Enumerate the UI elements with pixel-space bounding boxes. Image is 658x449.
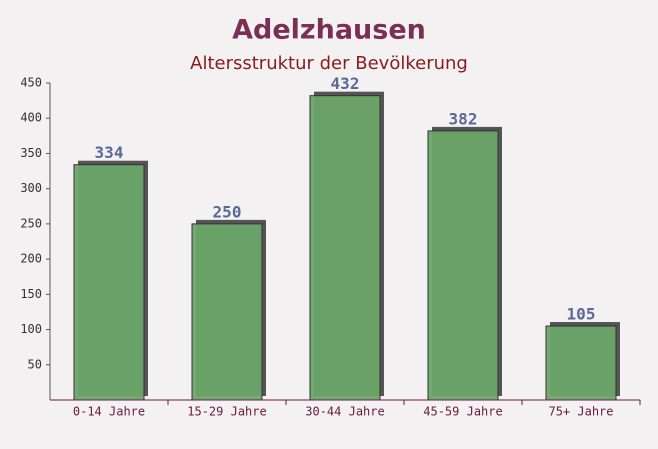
y-tick-label: 250 bbox=[20, 216, 42, 230]
y-tick-label: 150 bbox=[20, 287, 42, 301]
x-tick-label: 0-14 Jahre bbox=[73, 405, 145, 419]
x-tick-label: 15-29 Jahre bbox=[187, 405, 266, 419]
y-tick-label: 200 bbox=[20, 252, 42, 266]
y-tick-label: 400 bbox=[20, 111, 42, 125]
x-tick-label: 75+ Jahre bbox=[548, 405, 613, 419]
value-label: 250 bbox=[213, 202, 242, 221]
chart-subtitle: Altersstruktur der Bevölkerung bbox=[190, 53, 468, 74]
y-tick-label: 350 bbox=[20, 146, 42, 160]
value-label: 105 bbox=[567, 305, 596, 324]
bar bbox=[545, 325, 617, 401]
value-label: 432 bbox=[331, 74, 360, 93]
x-tick-label: 45-59 Jahre bbox=[423, 405, 502, 419]
bar bbox=[309, 95, 381, 401]
y-tick-label: 300 bbox=[20, 181, 42, 195]
value-label: 382 bbox=[449, 109, 478, 128]
x-tick-label: 30-44 Jahre bbox=[305, 405, 384, 419]
y-tick-label: 50 bbox=[28, 357, 42, 371]
chart-title: Adelzhausen bbox=[232, 15, 426, 46]
y-tick-label: 100 bbox=[20, 322, 42, 336]
y-tick-label: 450 bbox=[20, 76, 42, 90]
bar bbox=[427, 130, 499, 401]
bar bbox=[73, 164, 145, 401]
bar bbox=[191, 223, 263, 401]
value-label: 334 bbox=[95, 143, 124, 162]
